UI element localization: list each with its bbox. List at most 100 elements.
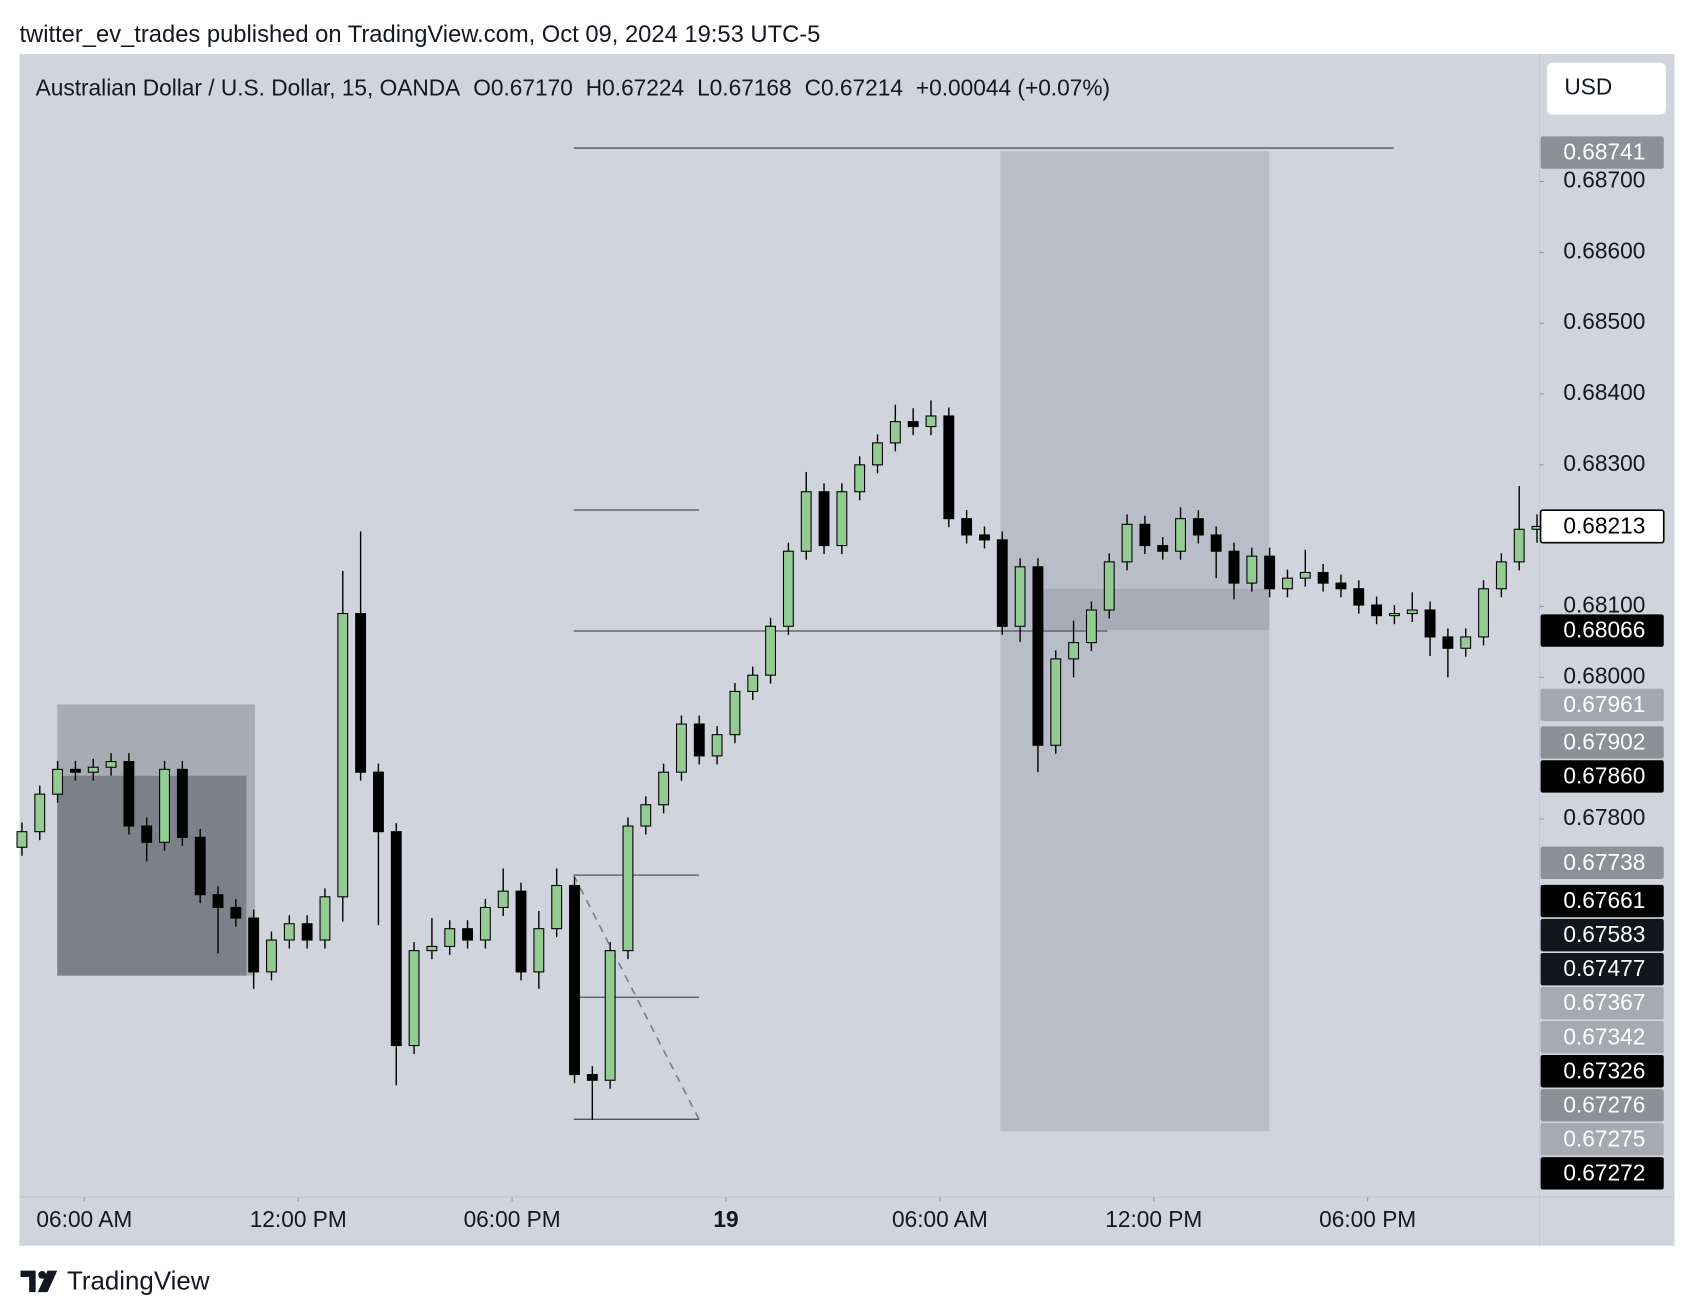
candle-body	[1478, 588, 1489, 638]
candle-body	[1317, 571, 1329, 584]
symbol-header: Australian Dollar / U.S. Dollar, 15, OAN…	[36, 75, 1110, 101]
drawings	[57, 147, 1394, 1132]
ohlc-value: O0.67170	[473, 75, 573, 101]
price-label-box	[1540, 986, 1664, 1020]
candle-body	[194, 836, 206, 896]
candle-body	[1014, 566, 1026, 627]
x-tick-label: 06:00 AM	[36, 1206, 132, 1232]
currency-label: USD	[1564, 74, 1612, 100]
candle-body	[1050, 658, 1062, 746]
price-label-box	[1540, 1157, 1664, 1190]
candle-body	[1442, 636, 1454, 649]
price-label-box	[1539, 509, 1665, 544]
candle-body	[34, 793, 46, 833]
price-label: 0.67583	[1563, 921, 1645, 947]
candle-body	[586, 1074, 598, 1081]
y-tick-label: 0.68600	[1563, 237, 1645, 263]
candle-body	[479, 906, 491, 941]
candle-body	[711, 734, 723, 757]
y-tick-label: 0.68000	[1563, 662, 1645, 688]
candle-body	[676, 723, 687, 773]
candle-body	[1264, 555, 1276, 590]
candle-body	[1513, 528, 1525, 563]
candle-body	[569, 884, 580, 1076]
candle-body	[355, 613, 367, 773]
zone-box	[57, 775, 247, 976]
price-label: 0.67326	[1563, 1057, 1645, 1083]
candle-body	[337, 613, 349, 898]
price-label-box	[1540, 760, 1664, 793]
x-tick-label: 06:00 PM	[464, 1206, 561, 1232]
candle-body	[765, 625, 777, 676]
candle-body	[1210, 534, 1222, 552]
currency-button[interactable]	[1547, 62, 1666, 115]
price-label-box	[1540, 952, 1664, 986]
trend-line	[572, 874, 700, 1120]
candle-body	[1335, 582, 1347, 590]
price-label-box	[1540, 136, 1664, 169]
candle-body	[1032, 566, 1044, 746]
x-tick-label: 19	[713, 1206, 738, 1232]
candle-body	[1246, 555, 1258, 584]
candle-body	[1460, 636, 1472, 649]
candle-body	[426, 945, 438, 952]
ohlc-value: C0.67214	[805, 75, 903, 101]
candle-body	[533, 928, 545, 973]
candle-body	[266, 939, 277, 973]
candle-body	[1175, 518, 1186, 552]
candle-body	[1068, 642, 1080, 660]
candle-body	[961, 518, 973, 536]
candle-body	[176, 768, 188, 838]
candle-body	[1371, 604, 1383, 617]
candle-body	[1139, 523, 1151, 547]
price-label: 0.67275	[1563, 1125, 1645, 1151]
candle-body	[1121, 523, 1133, 563]
candle-body	[16, 831, 28, 848]
ohlc-value: L0.67168	[697, 75, 792, 101]
candle-body	[729, 690, 741, 736]
candle-body	[1388, 613, 1400, 617]
y-tick-label: 0.68400	[1563, 379, 1645, 405]
y-tick-label: 0.68500	[1563, 308, 1645, 334]
ohlc-value: +0.00044 (+0.07%)	[916, 75, 1110, 101]
price-label: 0.67272	[1563, 1159, 1645, 1185]
candle-body	[105, 761, 117, 768]
zone-box	[1000, 151, 1270, 1132]
candle-body	[1495, 561, 1507, 590]
x-tick-label: 06:00 AM	[892, 1206, 988, 1232]
price-label-box	[1540, 918, 1664, 952]
candle-body	[230, 906, 242, 919]
brand-name: TradingView	[67, 1267, 210, 1295]
price-label-box	[1540, 884, 1664, 918]
candle-body	[390, 831, 402, 1047]
price-label-box	[1540, 1055, 1664, 1088]
y-tick-label: 0.68100	[1563, 591, 1645, 617]
candle-body	[497, 890, 509, 908]
candle-body	[1157, 545, 1169, 552]
x-tick-label: 06:00 PM	[1319, 1206, 1416, 1232]
axes: 0.678000.680000.681000.682000.683000.684…	[36, 136, 1665, 1232]
candle-body	[248, 917, 260, 973]
candle-body	[979, 534, 990, 541]
candle-body	[907, 421, 919, 428]
candle-body	[1299, 571, 1311, 579]
candle-body	[87, 766, 99, 773]
candle-body	[622, 825, 634, 952]
candle-body	[212, 894, 224, 908]
y-tick-label: 0.68300	[1563, 450, 1645, 476]
price-label: 0.68066	[1563, 617, 1645, 643]
candle-body	[1192, 518, 1204, 536]
candles	[16, 400, 1543, 1120]
price-label-box	[1540, 726, 1664, 759]
candle-body	[1103, 561, 1115, 611]
price-label: 0.68213	[1563, 513, 1645, 539]
x-tick-label: 12:00 PM	[250, 1206, 347, 1232]
candle-body	[1282, 577, 1293, 590]
candle-body	[444, 928, 456, 947]
candle-body	[1085, 609, 1097, 644]
publisher-line: twitter_ev_trades published on TradingVi…	[19, 21, 820, 48]
candle-body	[996, 539, 1008, 627]
candle-body	[1406, 609, 1418, 615]
candle-body	[408, 950, 420, 1047]
